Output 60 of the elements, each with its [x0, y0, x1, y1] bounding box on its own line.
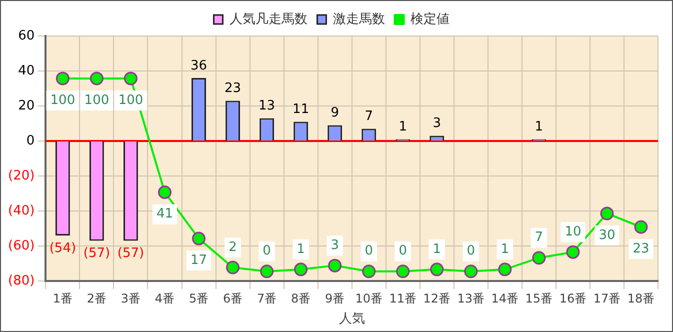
data-label: (57) — [83, 246, 110, 262]
y-tick-label: (60) — [8, 238, 35, 254]
x-tick-label: 9番 — [325, 291, 345, 306]
x-tick-label: 15番 — [525, 291, 553, 306]
y-tick-label: 20 — [18, 98, 35, 114]
data-label: 9 — [330, 106, 339, 121]
x-axis-title: 人気 — [338, 312, 365, 327]
y-tick-label: (40) — [8, 203, 35, 218]
data-label: 7 — [364, 109, 373, 124]
x-tick-label: 11番 — [389, 291, 417, 306]
x-tick-label: 16番 — [559, 291, 587, 306]
legend-label: 人気凡走馬数 — [229, 12, 308, 27]
data-label: 36 — [190, 58, 208, 74]
data-label: 13 — [258, 98, 276, 114]
data-label: 0 — [466, 244, 476, 259]
legend-label: 激走馬数 — [332, 12, 385, 27]
data-label: 100 — [84, 92, 110, 108]
data-label: 23 — [632, 241, 650, 256]
data-label: (57) — [117, 246, 144, 262]
y-tick-label: 40 — [18, 63, 35, 78]
data-label: 10 — [564, 224, 582, 240]
data-label: (54) — [49, 240, 76, 256]
legend-label: 検定値 — [410, 12, 450, 27]
x-tick-label: 17番 — [593, 291, 621, 306]
x-tick-label: 1番 — [52, 291, 73, 306]
x-tick-label: 6番 — [222, 291, 243, 306]
x-tick-label: 5番 — [188, 291, 209, 306]
data-label: 23 — [224, 81, 242, 96]
data-label: 17 — [190, 252, 208, 268]
data-label: 41 — [156, 206, 174, 222]
data-label: 1 — [398, 120, 408, 135]
x-tick-label: 4番 — [154, 291, 175, 306]
data-label: 1 — [296, 242, 305, 257]
data-label: 1 — [500, 242, 510, 257]
y-tick-label: (80) — [8, 273, 35, 288]
data-label: 1 — [432, 242, 442, 257]
data-label: 30 — [598, 228, 616, 243]
x-tick-label: 13番 — [457, 291, 485, 306]
data-label: 2 — [228, 240, 237, 255]
data-label: 0 — [398, 244, 408, 259]
data-label: 1 — [534, 120, 544, 135]
data-label: 0 — [262, 244, 271, 259]
data-label: 7 — [534, 230, 544, 246]
x-tick-label: 14番 — [491, 291, 519, 306]
x-tick-label: 2番 — [86, 291, 107, 306]
x-tick-label: 12番 — [423, 291, 451, 306]
y-tick-label: (20) — [8, 168, 35, 184]
data-label: 0 — [364, 244, 373, 259]
data-label: 11 — [292, 102, 310, 118]
y-tick-label: 60 — [18, 28, 35, 44]
x-tick-label: 10番 — [355, 291, 382, 306]
data-label: 3 — [330, 238, 339, 253]
x-tick-label: 3番 — [120, 291, 141, 306]
y-tick-label: 0 — [26, 133, 35, 148]
data-label: 100 — [118, 92, 144, 108]
data-label: 100 — [50, 92, 76, 108]
x-tick-label: 8番 — [290, 291, 311, 306]
x-tick-label: 7番 — [256, 291, 277, 306]
data-label: 3 — [432, 116, 442, 132]
x-tick-label: 18番 — [627, 291, 655, 306]
